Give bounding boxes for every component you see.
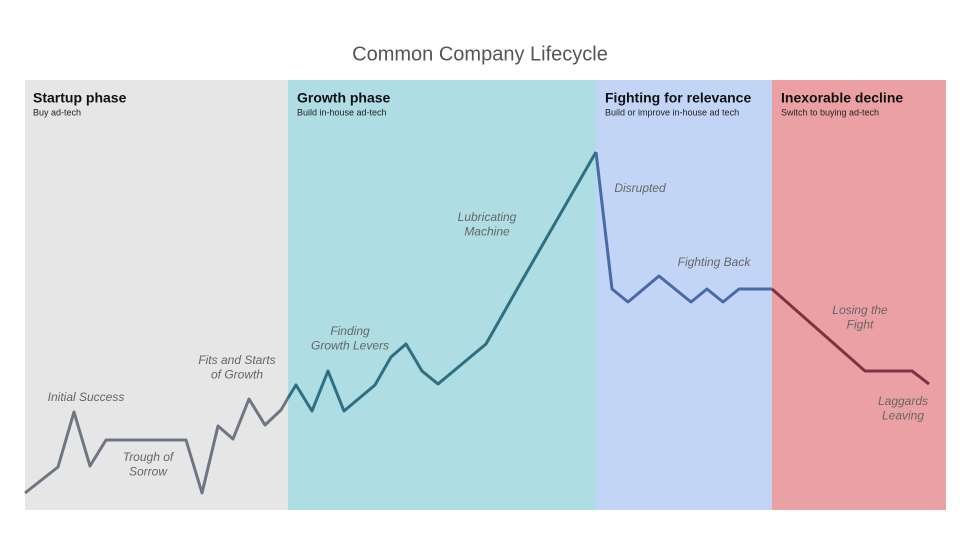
annotation: Initial Success [48,390,125,404]
annotation: Fighting Back [678,255,752,269]
annotation: Lubricating [458,210,517,224]
curve [286,151,598,413]
annotation: Fight [847,318,874,332]
curve [594,151,772,304]
phase-subtitle: Build or improve in-house ad tech [605,107,739,117]
phase-subtitle: Switch to buying ad-tech [781,107,879,117]
curve [24,397,290,495]
phase-title: Fighting for relevance [605,90,751,106]
title: Common Company Lifecycle [352,43,608,65]
phase-panel [772,80,946,510]
annotation: Finding [330,324,370,338]
phase-title: Startup phase [33,90,127,106]
annotation: Laggards [878,394,928,408]
phase-panel [288,80,596,510]
annotation: Sorrow [129,465,168,479]
phase-subtitle: Build in-house ad-tech [297,107,387,117]
annotation: of Growth [211,368,263,382]
curve [771,287,930,386]
annotation: Trough of [123,450,175,464]
annotation: Losing the [832,303,888,317]
phase-panel [25,80,288,510]
phase-title: Growth phase [297,90,391,106]
phase-subtitle: Buy ad-tech [33,107,81,117]
phase-title: Inexorable decline [781,90,903,106]
annotation: Growth Levers [311,339,389,353]
annotation: Fits and Starts [198,353,275,367]
annotation: Disrupted [614,181,666,195]
annotation: Leaving [882,409,924,423]
annotation: Machine [464,225,510,239]
